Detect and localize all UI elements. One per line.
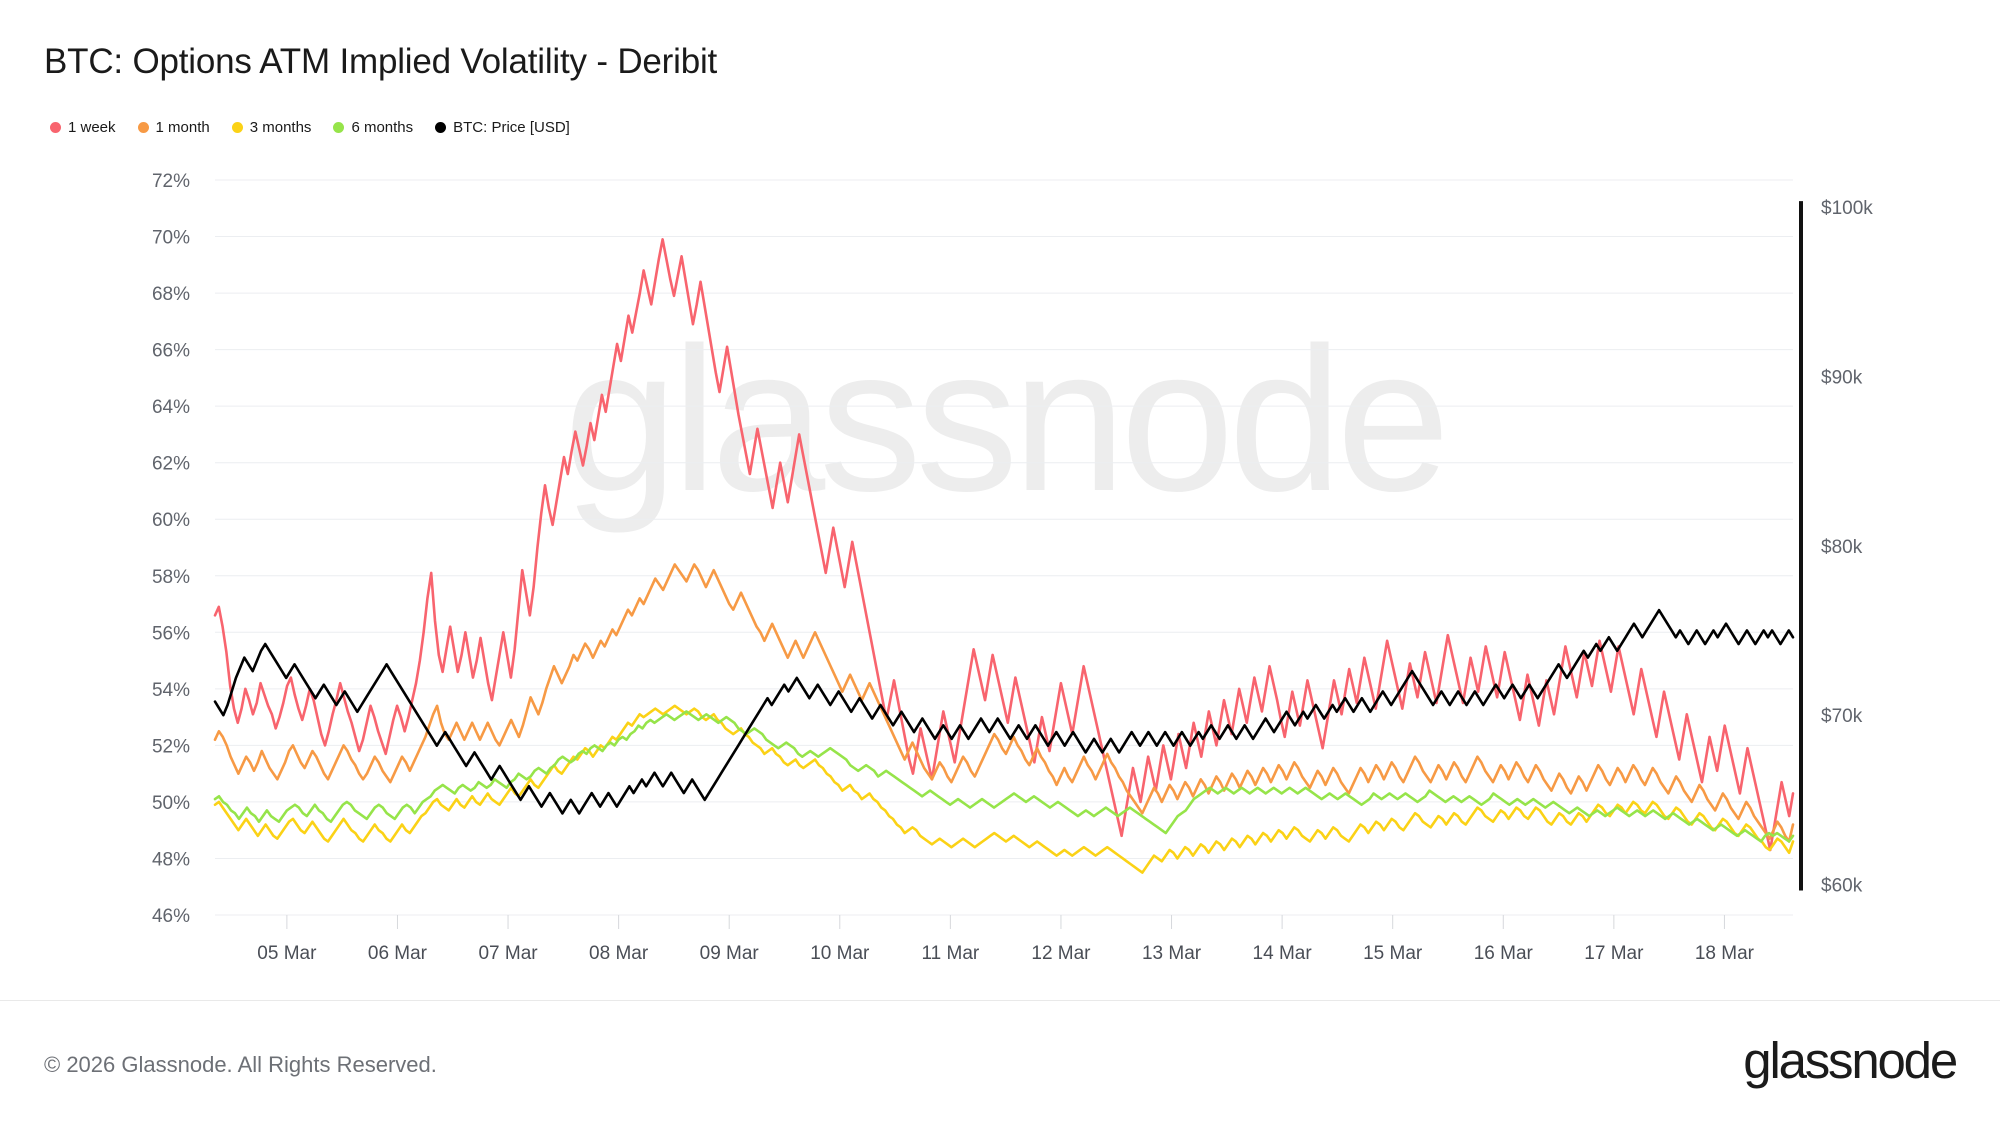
y-axis-right-labels: $60k $70k $80k $90k $100k: [1821, 198, 1873, 896]
legend-item-1-month[interactable]: 1 month: [137, 118, 210, 136]
x-axis-labels: 05 Mar 06 Mar 07 Mar 08 Mar 09 Mar 10 Mar 11 M…: [257, 943, 1754, 964]
page-title: BTC: Options ATM Implied Volatility - De…: [44, 42, 718, 81]
y-axis-left-tick-label: 48%: [152, 849, 190, 870]
y-axis-left-tick-label: 60%: [152, 510, 190, 531]
legend-item-6-months[interactable]: 6 months: [333, 120, 413, 135]
x-axis-tick-label: 05 Mar: [257, 943, 317, 964]
legend-item-3-months[interactable]: 3 months: [231, 118, 312, 136]
x-axis-tick-label: 13 Mar: [1142, 943, 1202, 964]
y-axis-left-tick-label: 56%: [152, 623, 190, 644]
y-axis-left-tick-label: 64%: [152, 397, 190, 418]
legend-item-label: BTC: Price [USD]: [453, 118, 570, 136]
legend-item-label: 3 months: [249, 118, 312, 136]
y-axis-left-labels: 46% 48% 50% 52% 54% 56% 58% 60% 62% 64% 66% 68% 70% 7…: [152, 171, 190, 927]
y-axis-right-tick-label: $100k: [1821, 198, 1873, 219]
y-axis-left-tick-label: 58%: [152, 567, 190, 588]
legend-swatch-icon: [435, 121, 447, 133]
y-axis-left-tick-label: 70%: [152, 228, 190, 249]
series-line-3-months: [213, 704, 1795, 874]
x-axis-tick-label: 12 Mar: [1031, 943, 1091, 964]
legend-item-label: 1 week: [68, 118, 116, 136]
glassnode-logo: glassnode: [1743, 1032, 1958, 1089]
y-axis-right-tick-label: $70k: [1821, 706, 1863, 727]
legend-item-1-week[interactable]: 1 week: [50, 120, 116, 135]
legend-item-label: 6 months: [351, 118, 414, 136]
x-axis-tick-label: 08 Mar: [589, 943, 649, 964]
y-axis-left-tick-label: 66%: [152, 341, 190, 362]
series-line-1-month: [213, 563, 1795, 843]
chart-plot-area: glassnode 46% 48% 50% 52% 54% 56% 58% 60% 62% 64%…: [0, 140, 2000, 970]
y-axis-left-tick-label: 46%: [152, 906, 190, 927]
y-axis-right-tick-label: $60k: [1821, 876, 1863, 897]
legend-swatch-icon: [50, 121, 61, 133]
y-axis-left-tick-label: 54%: [152, 680, 190, 701]
y-axis-left-tick-label: 68%: [152, 284, 190, 305]
x-axis-tick-label: 17 Mar: [1584, 943, 1644, 964]
x-axis-tick-label: 16 Mar: [1474, 943, 1534, 964]
legend-swatch-icon: [231, 121, 243, 133]
x-axis-ticks: [286, 915, 1725, 929]
legend-item-label: 1 month: [155, 118, 210, 136]
x-axis-tick-label: 06 Mar: [368, 943, 428, 964]
legend-swatch-icon: [137, 121, 149, 133]
series-line-btc-price-usd: [213, 608, 1795, 815]
legend-swatch-icon: [333, 121, 345, 133]
chart-legend: 1 week 1 month 3 months 6 months BTC: Price …: [50, 117, 570, 137]
watermark-label: glassnode: [564, 305, 1445, 534]
y-axis-left-tick-label: 72%: [152, 171, 190, 192]
x-axis-tick-label: 15 Mar: [1363, 943, 1423, 964]
footer-divider: [0, 1000, 2000, 1001]
gridlines: [215, 179, 1793, 916]
series-line-6-months: [213, 710, 1795, 843]
x-axis-tick-label: 07 Mar: [478, 943, 538, 964]
x-axis-tick-label: 09 Mar: [700, 943, 760, 964]
y-axis-left-tick-label: 50%: [152, 793, 190, 814]
legend-item-btc-price-usd[interactable]: BTC: Price [USD]: [435, 120, 570, 135]
x-axis-tick-label: 10 Mar: [810, 943, 870, 964]
x-axis-tick-label: 18 Mar: [1695, 943, 1755, 964]
y-axis-right-tick-label: $80k: [1821, 537, 1863, 558]
chart-series: [213, 238, 1795, 874]
x-axis-tick-label: 11 Mar: [922, 943, 980, 964]
glassnode-watermark: glassnode: [564, 305, 1451, 534]
footer-copyright: © 2026 Glassnode. All Rights Reserved.: [44, 1052, 437, 1077]
y-axis-right-tick-label: $90k: [1821, 367, 1863, 388]
y-axis-left-tick-label: 52%: [152, 736, 190, 757]
y-axis-left-tick-label: 62%: [152, 454, 190, 475]
chart-svg: glassnode 46% 48% 50% 52% 54% 56% 58% 60% 62% 64%…: [152, 171, 1873, 964]
x-axis-tick-label: 14 Mar: [1253, 943, 1313, 964]
